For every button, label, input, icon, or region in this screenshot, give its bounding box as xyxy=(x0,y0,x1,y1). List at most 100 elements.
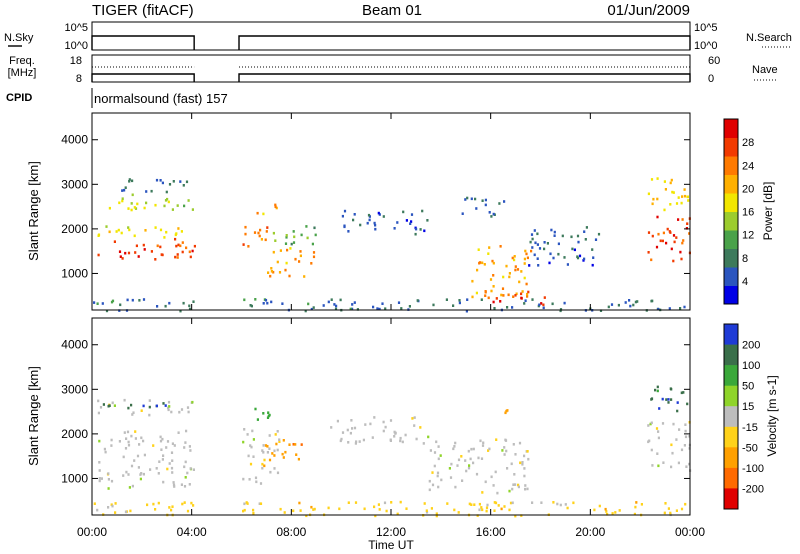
power-cell xyxy=(512,295,515,298)
velocity-cell xyxy=(661,422,665,425)
power-cell xyxy=(150,189,153,193)
power-cell xyxy=(488,246,491,249)
power-cell xyxy=(421,209,424,213)
power-cell xyxy=(513,258,516,262)
velocity-cell xyxy=(481,491,484,494)
x-axis: 00:00 04:00 08:00 12:00 16:00 20:00 00:00 xyxy=(77,525,705,539)
nsearch-tick-high: 10^5 xyxy=(694,22,718,34)
velocity-cell xyxy=(373,416,376,419)
colorbar-swatch-6 xyxy=(724,174,738,194)
velocity-cell xyxy=(676,401,679,404)
power-cell xyxy=(185,180,189,184)
power-cell xyxy=(571,247,574,251)
velocity-cell xyxy=(188,483,191,486)
velocity-cell xyxy=(183,485,187,488)
velocity-cell xyxy=(249,444,252,447)
velocity-cell xyxy=(433,464,436,468)
power-cell xyxy=(183,204,186,208)
power-cell xyxy=(284,242,288,245)
y-tick-label-2: 3000 xyxy=(61,382,88,396)
velocity-cell xyxy=(657,464,660,468)
colorbar-swatch-7 xyxy=(724,156,738,175)
velocity-cell xyxy=(170,508,173,512)
power-cell xyxy=(657,232,660,236)
velocity-cell xyxy=(279,507,282,511)
velocity-cell xyxy=(685,465,688,468)
power-cell xyxy=(526,295,529,298)
power-cell xyxy=(551,302,554,306)
velocity-cell xyxy=(189,449,192,452)
power-cell xyxy=(525,282,528,286)
power-cell xyxy=(672,259,675,263)
power-cell xyxy=(650,178,654,181)
power-cell xyxy=(520,292,523,296)
power-cell xyxy=(128,180,131,183)
x-tick-label-2: 08:00 xyxy=(276,525,306,539)
power-cell xyxy=(419,228,422,231)
velocity-cell xyxy=(475,472,479,476)
colorbar-swatch-2 xyxy=(724,248,738,268)
velocity-cell xyxy=(657,430,660,433)
power-cell xyxy=(461,212,464,215)
velocity-cell xyxy=(127,406,130,410)
power-cell xyxy=(272,250,275,254)
velocity-cell xyxy=(183,446,186,449)
velocity-cell xyxy=(437,457,440,461)
power-cell xyxy=(518,280,521,284)
power-cell xyxy=(681,195,684,198)
power-cell xyxy=(628,299,631,302)
velocity-cell xyxy=(132,411,135,414)
power-cell xyxy=(636,300,639,303)
velocity-cell xyxy=(171,471,174,474)
velocity-cell xyxy=(467,466,471,470)
velocity-cell xyxy=(661,397,664,401)
power-cell xyxy=(374,223,377,227)
velocity-cell xyxy=(111,504,114,508)
velocity-cell xyxy=(167,406,170,410)
power-cell xyxy=(661,239,664,243)
power-cell xyxy=(118,309,121,312)
power-cell xyxy=(487,252,490,255)
velocity-cell xyxy=(487,449,490,452)
power-cell xyxy=(514,268,517,272)
power-cell xyxy=(666,227,669,231)
power-cell xyxy=(686,222,689,225)
power-cell xyxy=(97,253,100,257)
velocity-cell xyxy=(255,480,258,484)
power-cell xyxy=(191,249,194,253)
power-cell xyxy=(168,301,171,305)
power-cell xyxy=(284,268,287,272)
power-cell xyxy=(665,241,668,245)
velocity-cell xyxy=(373,505,376,509)
velocity-cell xyxy=(531,501,534,504)
velocity-cell xyxy=(267,414,270,418)
power-cell xyxy=(502,294,505,297)
velocity-cell xyxy=(107,472,110,475)
power-cell xyxy=(299,254,302,258)
velocity-cell xyxy=(437,445,440,448)
velocity-cell xyxy=(419,426,422,429)
velocity-cell xyxy=(503,505,506,508)
power-cell xyxy=(670,178,673,182)
x-axis-label: Time UT xyxy=(368,538,414,552)
colorbar-frame xyxy=(723,118,739,305)
colorbar-swatch-6 xyxy=(724,447,738,469)
power-cell xyxy=(484,294,487,297)
velocity-cell xyxy=(389,439,392,442)
velocity-cell xyxy=(252,511,255,515)
power-cell xyxy=(159,179,162,182)
power-cell xyxy=(174,255,177,259)
velocity-cell xyxy=(247,454,250,458)
velocity-cell xyxy=(131,413,134,416)
velocity-cell xyxy=(266,451,269,454)
power-cell xyxy=(171,208,174,211)
velocity-cell xyxy=(605,510,608,513)
velocity-cell xyxy=(676,409,679,413)
power-cell xyxy=(250,304,253,308)
power-cell xyxy=(542,306,545,310)
velocity-cell xyxy=(384,425,387,429)
power-cell xyxy=(113,240,116,243)
power-cell xyxy=(466,298,469,301)
velocity-cell xyxy=(98,477,101,480)
velocity-cell xyxy=(606,513,609,516)
